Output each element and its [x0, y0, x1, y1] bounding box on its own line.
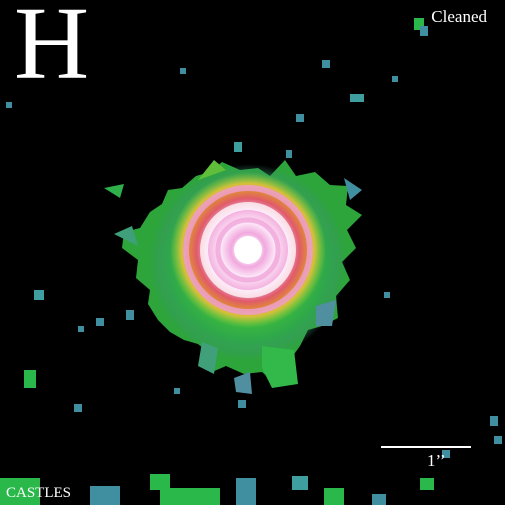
scale-bar-label: 1’’	[427, 451, 446, 470]
scale-bar	[381, 446, 471, 448]
survey-credit-label: CASTLES	[6, 485, 72, 501]
band-label: H	[14, 0, 90, 101]
background-noise	[0, 18, 502, 505]
galaxy-core	[170, 172, 326, 328]
processing-label: Cleaned	[431, 7, 487, 26]
